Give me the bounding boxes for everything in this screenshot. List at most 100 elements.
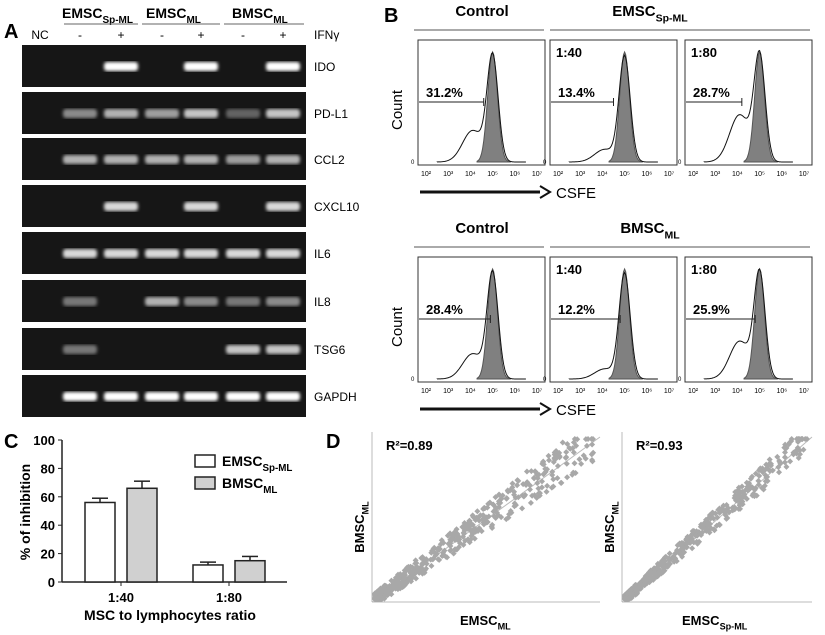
- x-tick-label: 10²: [688, 171, 699, 178]
- y-tick-label: 20: [41, 547, 55, 562]
- label-main: EMSC: [222, 453, 262, 469]
- gel-row-ido: [22, 45, 306, 87]
- data-point: [738, 483, 745, 490]
- band: [226, 392, 260, 401]
- data-point: [692, 532, 699, 539]
- data-point: [563, 449, 570, 456]
- band: [145, 155, 179, 164]
- label-subscript: ML: [611, 501, 621, 515]
- label-main: BMSC: [602, 514, 617, 553]
- lane-label: +: [117, 28, 124, 42]
- x-tick-label: 10⁵: [619, 388, 630, 395]
- data-point: [409, 564, 416, 571]
- group-header: BMSCML: [620, 220, 680, 241]
- data-point: [677, 550, 684, 557]
- x-tick-label: 10⁴: [465, 171, 476, 178]
- band: [184, 62, 218, 71]
- data-point: [393, 579, 400, 586]
- data-point: [548, 484, 555, 491]
- data-point: [710, 510, 717, 517]
- data-point: [514, 482, 521, 489]
- csfe-axis-label: CSFE: [556, 402, 596, 419]
- x-tick-label: 10⁵: [754, 388, 765, 395]
- data-point: [511, 500, 518, 507]
- data-point: [395, 571, 402, 578]
- data-point: [722, 507, 729, 514]
- label-subscript: Sp-ML: [262, 463, 292, 474]
- data-point: [492, 514, 499, 521]
- label-main: BMSC: [222, 475, 263, 491]
- data-point: [741, 494, 748, 501]
- data-point: [654, 572, 661, 579]
- x-tick-label: 10⁵: [487, 388, 498, 395]
- data-point: [656, 568, 663, 575]
- band: [184, 202, 218, 211]
- bar-bmsc: [126, 487, 158, 583]
- data-point: [447, 543, 454, 550]
- ratio-label: 1:40: [556, 262, 582, 277]
- data-point: [800, 446, 807, 453]
- data-point: [554, 462, 561, 469]
- data-point: [535, 485, 542, 492]
- x-tick-label: 10⁶: [641, 171, 652, 178]
- x-tick-label: 10³: [443, 388, 454, 395]
- data-point: [781, 454, 788, 461]
- gel-row-cxcl10: [22, 185, 306, 227]
- x-tick-label: 10⁶: [776, 171, 787, 178]
- data-point: [526, 486, 533, 493]
- data-point: [540, 471, 547, 478]
- x-tick-label: 10²: [553, 388, 564, 395]
- label-subscript: ML: [273, 15, 287, 26]
- data-point: [716, 521, 723, 528]
- data-point: [699, 529, 706, 536]
- data-point: [790, 451, 797, 458]
- y-axis-label: BMSCML: [602, 501, 621, 553]
- data-point: [481, 516, 488, 523]
- data-point: [777, 460, 784, 467]
- data-point: [588, 451, 595, 458]
- data-point: [776, 469, 783, 476]
- data-point: [405, 563, 412, 570]
- gene-label: TSG6: [314, 343, 346, 357]
- x-tick-label: 10⁶: [509, 171, 520, 178]
- lane-label: -: [160, 28, 164, 42]
- y-tick-label: 80: [41, 461, 55, 476]
- x-tick-label: 10³: [710, 388, 721, 395]
- data-point: [412, 557, 419, 564]
- panel-b-letter: B: [384, 5, 398, 27]
- label-subscript: ML: [186, 15, 200, 26]
- data-point: [687, 532, 694, 539]
- band: [184, 155, 218, 164]
- histogram-plot: 28.7% 1:80 0 10² 10³ 10⁴ 10⁵ 10⁶ 10⁷: [678, 39, 813, 178]
- gene-label: CCL2: [314, 153, 345, 167]
- band: [226, 109, 260, 118]
- data-point: [710, 526, 717, 533]
- data-point: [689, 545, 696, 552]
- bar-bmsc: [234, 559, 266, 583]
- x-tick-label: 10²: [421, 171, 432, 178]
- data-point: [666, 550, 673, 557]
- x-tick-label: 10²: [688, 388, 699, 395]
- data-point: [755, 477, 762, 484]
- data-point: [749, 484, 756, 491]
- data-point: [583, 442, 590, 449]
- data-point: [484, 504, 491, 511]
- data-point: [774, 453, 781, 460]
- gene-label: IL6: [314, 247, 331, 261]
- arrow-head: [539, 402, 552, 416]
- band: [104, 202, 138, 211]
- panel-d-letter: D: [326, 431, 340, 453]
- label-main: BMSC: [232, 5, 273, 21]
- gene-label: PD-L1: [314, 107, 348, 121]
- data-point: [418, 555, 425, 562]
- gel-blots: IDO PD-L1 CCL2 CXCL10 IL6 IL8 TSG6 GAPDH: [22, 45, 360, 417]
- x-tick-label: 10⁷: [799, 388, 810, 395]
- data-point: [582, 436, 589, 443]
- data-point: [578, 460, 585, 467]
- data-point: [765, 461, 772, 468]
- gene-label: IL8: [314, 295, 331, 309]
- data-point: [414, 564, 421, 571]
- zero-label: 0: [543, 160, 547, 166]
- band: [266, 392, 300, 401]
- label-subscript: ML: [498, 622, 512, 632]
